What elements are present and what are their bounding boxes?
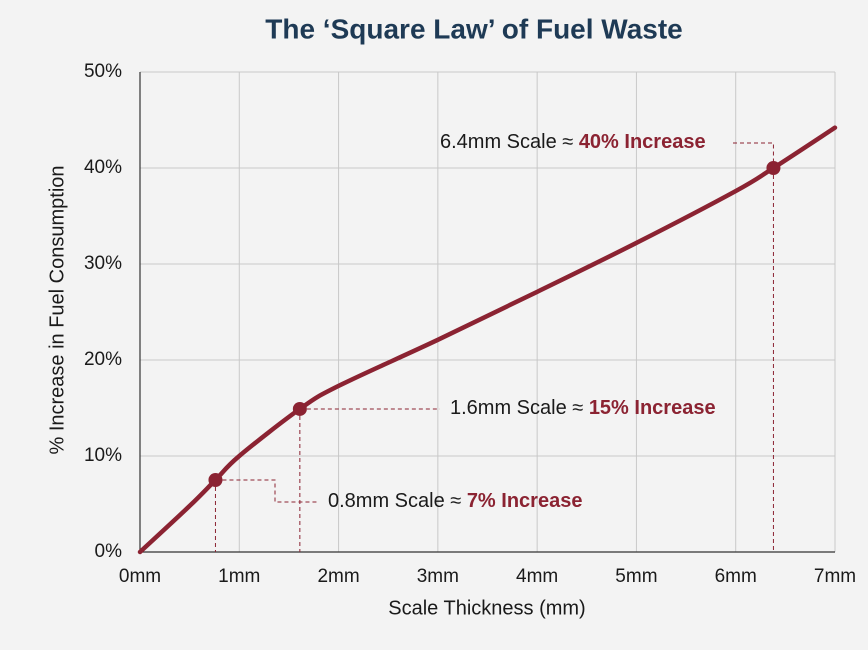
annotation-highlight: 40% Increase	[579, 131, 706, 153]
x-tick-label: 3mm	[417, 566, 459, 587]
annotation-highlight: 7% Increase	[467, 490, 583, 512]
leader-line	[299, 408, 440, 552]
annotation-text: 6.4mm Scale ≈	[440, 131, 573, 153]
leader-line	[214, 479, 318, 552]
annotation-highlight: 15% Increase	[589, 397, 716, 419]
annotation: 6.4mm Scale ≈ 40% Increase	[440, 131, 706, 153]
y-tick-label: 0%	[95, 541, 123, 562]
chart-title: The ‘Square Law’ of Fuel Waste	[265, 13, 682, 44]
x-tick-label: 6mm	[715, 566, 757, 587]
line-series	[137, 125, 838, 555]
leader-line	[733, 142, 774, 552]
y-tick-label: 50%	[84, 61, 122, 82]
x-axis-label: Scale Thickness (mm)	[388, 597, 585, 619]
annotation: 0.8mm Scale ≈ 7% Increase	[328, 490, 582, 512]
y-tick-label: 20%	[84, 349, 122, 370]
annotation-text: 1.6mm Scale ≈	[450, 397, 583, 419]
y-axis-label: % Increase in Fuel Consumption	[46, 165, 68, 454]
marker	[766, 161, 781, 175]
x-tick-label: 5mm	[615, 566, 657, 587]
marker	[292, 401, 307, 416]
x-tick-label: 4mm	[516, 566, 558, 587]
x-tick-label: 0mm	[119, 566, 161, 587]
annotation-text: 0.8mm Scale ≈	[328, 490, 461, 512]
marker	[208, 473, 223, 487]
x-tick-label: 2mm	[317, 566, 359, 587]
x-tick-label: 1mm	[218, 566, 260, 587]
x-tick-label: 7mm	[814, 566, 856, 587]
y-tick-label: 10%	[84, 445, 122, 466]
y-tick-label: 40%	[84, 157, 122, 178]
y-tick-label: 30%	[84, 253, 122, 274]
annotation: 1.6mm Scale ≈ 15% Increase	[450, 397, 716, 419]
